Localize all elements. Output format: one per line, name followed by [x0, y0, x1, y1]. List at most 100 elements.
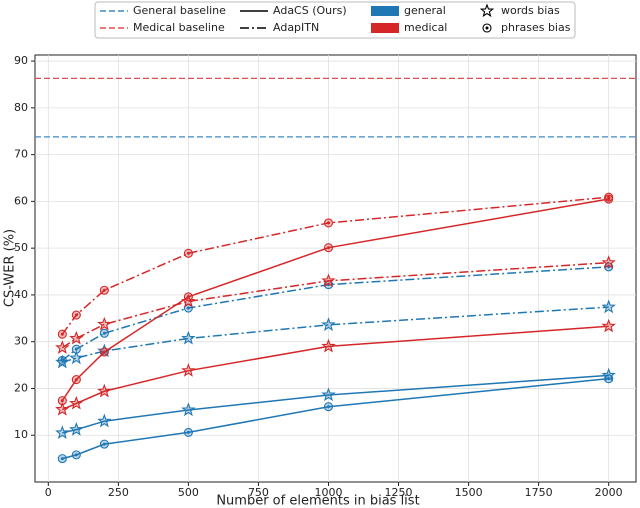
star-marker [321, 338, 336, 353]
circle-dot [60, 399, 64, 403]
circle-dot [607, 195, 611, 199]
star-shape [55, 401, 70, 416]
star-shape [97, 413, 112, 428]
star-shape [321, 387, 336, 402]
circle-marker [71, 310, 81, 320]
circle-dot [102, 442, 106, 446]
circle-dot [74, 453, 78, 457]
y-axis-label: CS-WER (%) [3, 229, 18, 307]
star-marker [97, 316, 112, 331]
circle-dot [485, 26, 489, 30]
circle-marker [57, 454, 67, 464]
star-marker [321, 387, 336, 402]
x-tick-label: 0 [45, 486, 52, 499]
circle-dot [102, 288, 106, 292]
star-shape [601, 299, 616, 314]
star-marker [55, 401, 70, 416]
legend-label: words bias [501, 4, 560, 17]
star-shape [69, 330, 84, 345]
series-line [62, 377, 609, 460]
circle-dot [326, 221, 330, 225]
circle-dot [74, 378, 78, 382]
circle-dot [74, 313, 78, 317]
series-line [62, 325, 609, 411]
x-tick-label: 750 [248, 486, 269, 499]
circle-marker [71, 375, 81, 385]
circle-marker [57, 329, 67, 339]
star-marker [181, 330, 196, 345]
x-tick-label: 1000 [314, 486, 342, 499]
legend-label: medical [404, 21, 447, 34]
x-tick-label: 250 [108, 486, 129, 499]
y-tick-label: 20 [14, 381, 28, 394]
star-shape [181, 330, 196, 345]
star-shape [181, 293, 196, 308]
star-marker [55, 425, 70, 440]
circle-dot [326, 246, 330, 250]
legend-box [94, 1, 576, 39]
y-tick-label: 30 [14, 335, 28, 348]
star-marker [479, 3, 495, 18]
star-marker [321, 273, 336, 288]
star-shape [601, 255, 616, 269]
circle-marker [71, 344, 81, 354]
circle-marker [99, 285, 109, 295]
circle-dot [102, 331, 106, 335]
circle-marker [482, 23, 492, 33]
circle-marker [99, 439, 109, 449]
star-marker [321, 317, 336, 331]
star-shape [601, 318, 616, 333]
circle-marker [57, 396, 67, 406]
star-shape [69, 395, 84, 410]
circle-dot [60, 457, 64, 461]
circle-marker [99, 328, 109, 338]
circle-marker [57, 355, 67, 365]
legend-label: General baseline [133, 4, 226, 17]
x-axis-label: Number of elements in bias list [216, 494, 419, 508]
star-marker [69, 350, 84, 365]
x-tick-label: 1250 [385, 486, 413, 499]
circle-dot [186, 306, 190, 310]
circle-dot [60, 358, 64, 362]
y-tick-label: 90 [14, 54, 28, 67]
circle-marker [604, 192, 614, 202]
legend-label: AdapITN [273, 21, 319, 34]
circle-dot [186, 430, 190, 434]
series-line [61, 261, 609, 349]
circle-marker [323, 402, 334, 412]
circle-marker [71, 450, 81, 460]
series-line [61, 198, 609, 402]
circle-dot [186, 251, 190, 255]
star-marker [55, 340, 70, 354]
star-shape [97, 383, 112, 398]
star-shape [97, 316, 112, 331]
legend-label: phrases bias [501, 21, 571, 34]
series-line [62, 306, 609, 363]
star-marker [181, 363, 196, 377]
star-marker [601, 299, 616, 314]
circle-dot [607, 377, 611, 381]
y-tick-label: 70 [14, 148, 28, 161]
star-shape [321, 273, 336, 288]
star-marker [97, 383, 112, 398]
star-shape [69, 422, 84, 436]
circle-marker [323, 218, 334, 228]
star-marker [69, 330, 84, 345]
star-shape [55, 340, 70, 354]
star-marker [69, 422, 84, 436]
x-tick-label: 1750 [525, 486, 553, 499]
series-line [61, 266, 609, 361]
y-tick-label: 50 [14, 241, 28, 254]
star-shape [55, 425, 70, 440]
star-shape [181, 363, 196, 377]
y-tick-label: 60 [14, 194, 28, 207]
circle-marker [99, 347, 109, 357]
circle-dot [326, 405, 330, 409]
legend-patch [371, 6, 399, 16]
legend-patch [371, 23, 399, 33]
star-marker [181, 402, 196, 417]
circle-dot [60, 332, 64, 336]
y-tick-label: 10 [14, 428, 28, 441]
series-line [62, 374, 609, 434]
